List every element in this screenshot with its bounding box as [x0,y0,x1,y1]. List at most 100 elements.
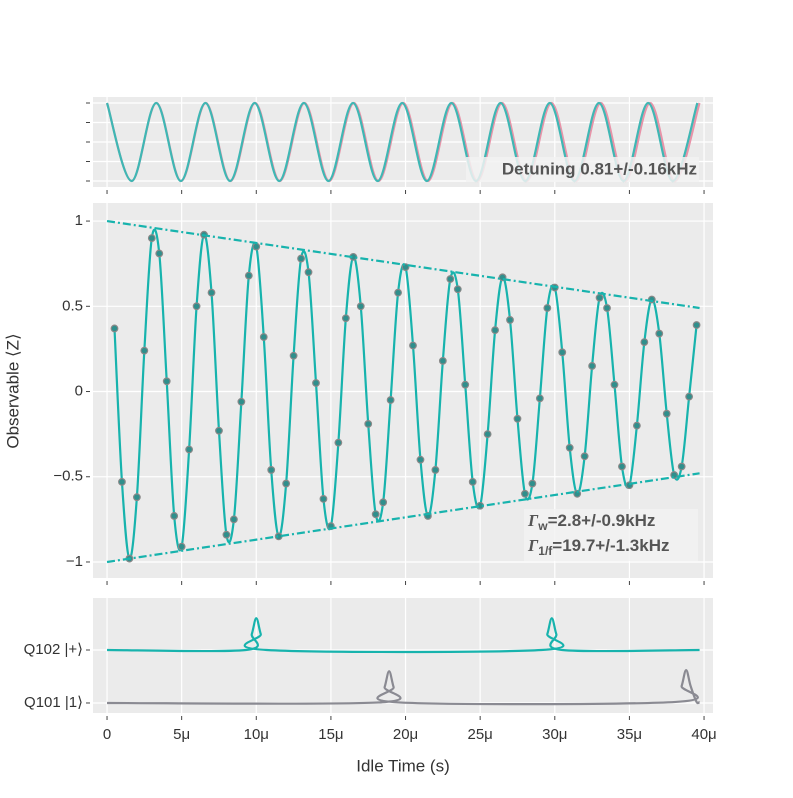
y-tick-label: 1 [75,212,83,229]
series-line [107,669,701,706]
x-axis-label: Idle Time (s) [356,756,450,775]
data-point [483,430,492,439]
annotation-box [466,157,699,182]
data-point [453,285,462,294]
data-point [506,316,514,324]
data-point [692,321,701,329]
data-point [618,462,626,471]
data-point [379,498,388,507]
data-point [416,455,425,464]
data-point [356,302,365,311]
y-tick-label: −1 [66,553,83,570]
y-tick-label: Q101 |1⟩ [24,694,83,711]
x-tick-label: 0 [103,726,111,743]
data-point [364,420,373,428]
data-point [312,379,320,387]
data-point [588,362,597,370]
data-point [558,348,567,357]
plot-background [93,598,713,713]
data-point [685,392,694,401]
plot-layer: −1 −0.5 0 0.5 1 0 5μ 10μ 15μ 20μ 25μ 30μ 35μ 40μ Q101 … [24,97,717,743]
x-tick-label: 5μ [173,726,190,743]
data-point [170,512,179,520]
annotation-text: =19.7+/-1.3kHz [552,536,669,555]
data-point [267,466,276,474]
data-point [677,462,686,471]
data-point [110,324,119,333]
detuning-annotation: Detuning 0.81+/-0.16kHz [502,159,697,178]
data-point [297,254,305,263]
data-point [640,338,649,346]
rate-annotation: Γw=2.8+/-0.9kHz [527,511,655,533]
data-point [229,515,238,524]
data-point [289,351,298,360]
y-tick-label: −0.5 [53,468,83,485]
x-tick-label: 35μ [617,726,642,743]
data-point [222,530,231,539]
symbol: Γ [527,536,539,555]
y-tick-label: 0.5 [62,297,83,314]
series-line [106,472,700,564]
data-point [468,477,477,486]
subscript: w [537,519,548,533]
data-point [237,397,246,406]
data-point [535,394,544,403]
data-point [177,542,186,551]
data-point [580,452,589,461]
series-line [107,617,700,654]
rate-annotation: Γ1/f=19.7+/-1.3kHz [527,536,670,558]
data-point [118,477,126,486]
data-point [513,414,522,423]
symbol: Γ [527,511,539,530]
data-point [386,396,395,404]
data-point [446,275,455,283]
data-point [215,426,223,435]
data-point [319,495,328,503]
series-line [106,219,700,310]
data-point [244,271,253,280]
data-point [565,443,574,452]
data-point [252,242,261,251]
annotation-box [524,509,698,561]
data-point [371,510,380,519]
x-tick-label: 30μ [542,726,567,743]
data-point [528,479,537,488]
data-point [259,333,268,341]
data-point [409,341,417,350]
data-point [147,234,156,243]
annotation-text: =2.8+/-0.9kHz [548,511,656,530]
series-line [105,101,699,183]
data-point [491,326,499,335]
data-point [461,380,470,389]
data-point [282,479,291,488]
data-point [603,304,611,312]
data-point [207,288,216,297]
data-point [394,288,402,297]
y-tick-label: Q102 |+⟩ [24,641,83,658]
data-point [192,302,201,311]
data-point [662,409,671,418]
y-axis-label: Observable ⟨Z⟩ [3,333,22,448]
data-point [185,445,194,454]
data-point [438,356,447,365]
x-tick-label: 40μ [691,726,716,743]
x-tick-label: 10μ [244,726,269,743]
data-point [543,304,552,312]
data-point [304,268,313,277]
data-point [610,380,619,389]
x-tick-label: 20μ [393,726,418,743]
data-point [155,249,164,258]
data-point [655,329,664,338]
data-point [341,314,350,323]
data-point [521,489,529,498]
data-point [334,438,343,447]
x-tick-label: 15μ [318,726,343,743]
y-tick-label: 0 [75,382,83,399]
subscript: 1/f [538,544,553,558]
data-point [431,466,440,474]
data-point [132,493,141,502]
data-point [140,346,149,355]
x-tick-label: 25μ [468,726,493,743]
